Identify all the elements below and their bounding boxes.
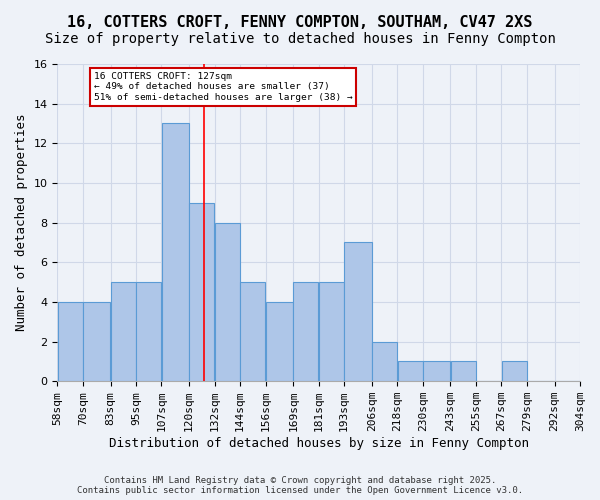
Bar	[319, 282, 344, 381]
Y-axis label: Number of detached properties: Number of detached properties	[15, 114, 28, 332]
Bar	[293, 282, 319, 381]
Text: Contains HM Land Registry data © Crown copyright and database right 2025.
Contai: Contains HM Land Registry data © Crown c…	[77, 476, 523, 495]
Bar	[162, 124, 189, 381]
Bar	[111, 282, 136, 381]
Bar	[372, 342, 397, 381]
Bar	[451, 362, 476, 381]
Bar	[215, 222, 240, 381]
Bar	[266, 302, 293, 381]
Bar	[241, 282, 265, 381]
Bar	[502, 362, 527, 381]
Text: Size of property relative to detached houses in Fenny Compton: Size of property relative to detached ho…	[44, 32, 556, 46]
Text: 16 COTTERS CROFT: 127sqm
← 49% of detached houses are smaller (37)
51% of semi-d: 16 COTTERS CROFT: 127sqm ← 49% of detach…	[94, 72, 352, 102]
Bar	[423, 362, 450, 381]
Bar	[83, 302, 110, 381]
Bar	[58, 302, 83, 381]
Bar	[136, 282, 161, 381]
Bar	[344, 242, 371, 381]
Text: 16, COTTERS CROFT, FENNY COMPTON, SOUTHAM, CV47 2XS: 16, COTTERS CROFT, FENNY COMPTON, SOUTHA…	[67, 15, 533, 30]
Bar	[398, 362, 422, 381]
X-axis label: Distribution of detached houses by size in Fenny Compton: Distribution of detached houses by size …	[109, 437, 529, 450]
Bar	[190, 203, 214, 381]
